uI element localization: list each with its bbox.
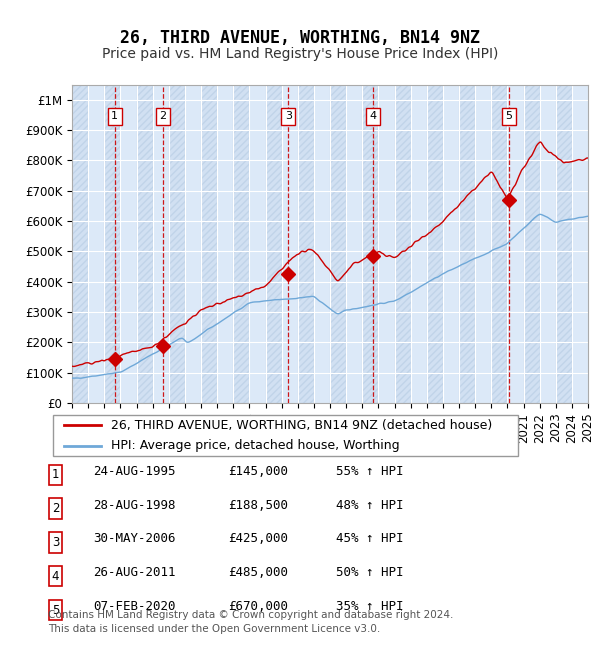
Bar — [250, 84, 265, 403]
FancyBboxPatch shape — [49, 566, 62, 586]
Bar — [185, 84, 201, 403]
Text: 3: 3 — [285, 111, 292, 122]
Text: 50% ↑ HPI: 50% ↑ HPI — [336, 566, 404, 579]
Bar — [281, 84, 298, 403]
Bar — [121, 84, 137, 403]
FancyBboxPatch shape — [49, 532, 62, 552]
Bar — [491, 84, 508, 403]
Bar — [539, 84, 556, 403]
Text: 55% ↑ HPI: 55% ↑ HPI — [336, 465, 404, 478]
Text: 26, THIRD AVENUE, WORTHING, BN14 9NZ (detached house): 26, THIRD AVENUE, WORTHING, BN14 9NZ (de… — [112, 419, 493, 432]
Text: HPI: Average price, detached house, Worthing: HPI: Average price, detached house, Wort… — [112, 439, 400, 452]
Text: 4: 4 — [52, 569, 59, 582]
Bar — [523, 84, 539, 403]
Text: 26-AUG-2011: 26-AUG-2011 — [93, 566, 176, 579]
Text: Contains HM Land Registry data © Crown copyright and database right 2024.
This d: Contains HM Land Registry data © Crown c… — [48, 610, 454, 634]
Text: 24-AUG-1995: 24-AUG-1995 — [93, 465, 176, 478]
Bar — [88, 84, 104, 403]
Bar — [362, 84, 379, 403]
Text: 4: 4 — [369, 111, 376, 122]
Bar — [265, 84, 281, 403]
Bar — [443, 84, 459, 403]
Text: 26, THIRD AVENUE, WORTHING, BN14 9NZ: 26, THIRD AVENUE, WORTHING, BN14 9NZ — [120, 29, 480, 47]
Text: 48% ↑ HPI: 48% ↑ HPI — [336, 499, 404, 512]
Text: £188,500: £188,500 — [228, 499, 288, 512]
Text: 3: 3 — [52, 536, 59, 549]
FancyBboxPatch shape — [49, 465, 62, 485]
FancyBboxPatch shape — [49, 499, 62, 519]
Bar — [201, 84, 217, 403]
Text: 07-FEB-2020: 07-FEB-2020 — [93, 600, 176, 613]
Text: 30-MAY-2006: 30-MAY-2006 — [93, 532, 176, 545]
Bar — [298, 84, 314, 403]
Bar — [556, 84, 572, 403]
Bar — [475, 84, 491, 403]
Text: 1: 1 — [52, 468, 59, 481]
Text: Price paid vs. HM Land Registry's House Price Index (HPI): Price paid vs. HM Land Registry's House … — [102, 47, 498, 61]
FancyBboxPatch shape — [49, 600, 62, 620]
Bar — [410, 84, 427, 403]
Bar — [233, 84, 250, 403]
Bar — [330, 84, 346, 403]
Bar — [395, 84, 410, 403]
Text: 5: 5 — [52, 603, 59, 616]
Text: 2: 2 — [52, 502, 59, 515]
Bar — [379, 84, 395, 403]
Bar — [314, 84, 330, 403]
Bar — [459, 84, 475, 403]
Bar — [104, 84, 121, 403]
Bar — [217, 84, 233, 403]
Bar — [72, 84, 88, 403]
Text: £485,000: £485,000 — [228, 566, 288, 579]
Bar — [152, 84, 169, 403]
Bar — [169, 84, 185, 403]
Bar — [572, 84, 588, 403]
Bar — [508, 84, 523, 403]
Text: 28-AUG-1998: 28-AUG-1998 — [93, 499, 176, 512]
Bar — [346, 84, 362, 403]
Text: 2: 2 — [160, 111, 167, 122]
Text: 1: 1 — [111, 111, 118, 122]
FancyBboxPatch shape — [53, 415, 518, 456]
Text: 45% ↑ HPI: 45% ↑ HPI — [336, 532, 404, 545]
Bar — [427, 84, 443, 403]
Bar — [137, 84, 152, 403]
Text: £425,000: £425,000 — [228, 532, 288, 545]
Text: £145,000: £145,000 — [228, 465, 288, 478]
Text: 35% ↑ HPI: 35% ↑ HPI — [336, 600, 404, 613]
Text: 5: 5 — [505, 111, 512, 122]
Text: £670,000: £670,000 — [228, 600, 288, 613]
